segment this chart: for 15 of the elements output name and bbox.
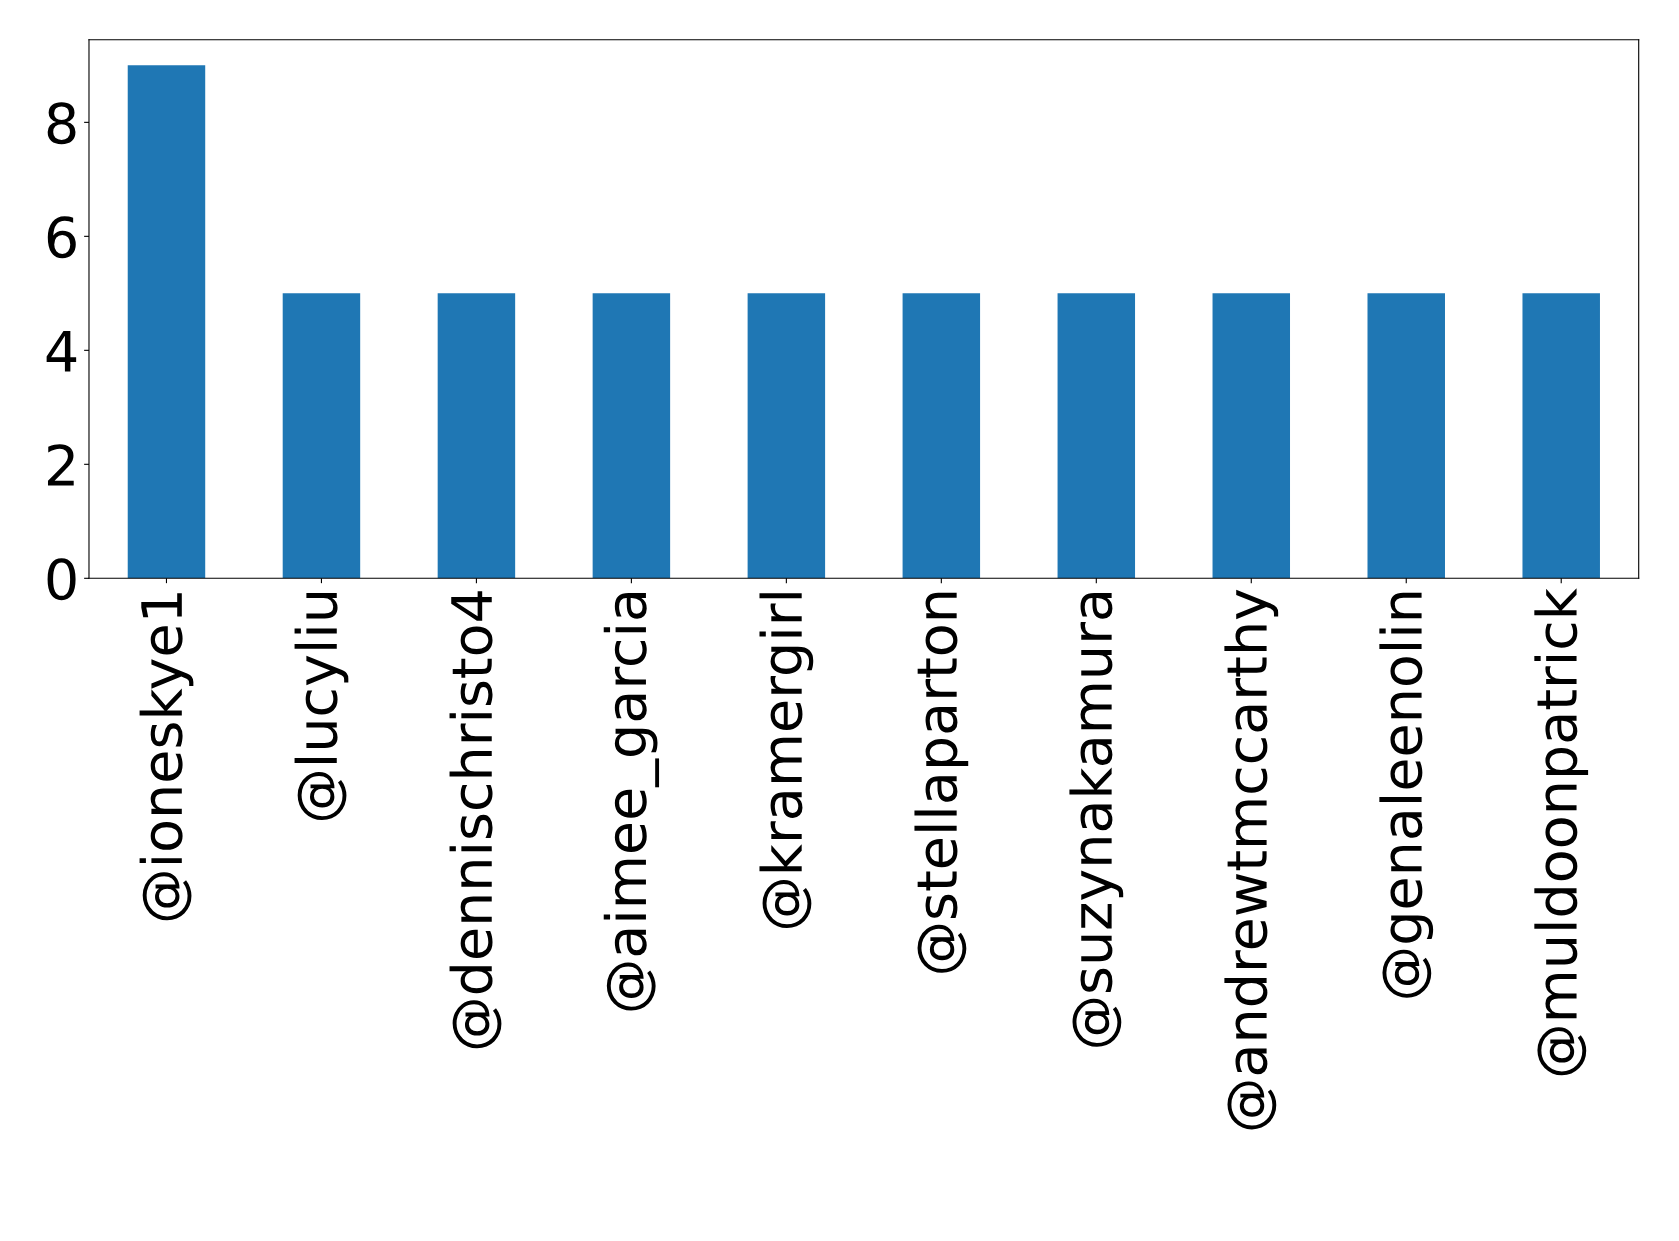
y-tick-label: 6 — [47, 216, 76, 259]
x-tick-label: @aimee_garcia — [603, 593, 660, 1011]
x-tick-label: @suzynakamura — [1069, 593, 1124, 1047]
x-tick-label: @muldoonpatrick — [1534, 588, 1589, 1076]
y-tick-label: 8 — [47, 102, 76, 145]
y-tick-label: 0 — [47, 558, 76, 601]
x-tick-label: @lucyliu — [294, 593, 349, 821]
x-tick-label: @kramergirl — [759, 593, 814, 929]
x-tick-label: @stellaparton — [914, 592, 969, 973]
y-tick-label: 2 — [47, 444, 74, 486]
x-tick-label: @dennischristo4 — [449, 591, 502, 1049]
x-tick-label: @ioneskye1 — [139, 593, 194, 921]
x-tick-label: @genaleenolin — [1379, 592, 1434, 998]
y-tick-label: 4 — [46, 330, 77, 372]
x-tick-label: @andrewtmccarthy — [1224, 589, 1279, 1130]
